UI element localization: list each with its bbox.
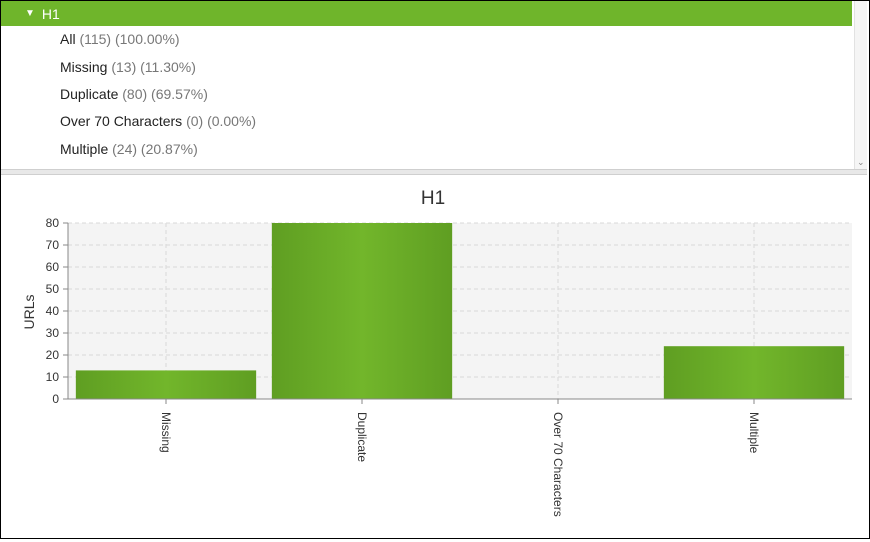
tree-item-label: All <box>60 31 76 47</box>
tree-item-label: Missing <box>60 59 108 75</box>
tree-item-label: Over 70 Characters <box>60 113 183 129</box>
bar-multiple <box>663 346 845 399</box>
y-tick-label: 10 <box>46 370 60 384</box>
y-tick-label: 80 <box>46 216 60 230</box>
tree-item-label: Multiple <box>60 141 109 157</box>
x-tick-label: Multiple <box>747 412 761 454</box>
tree-item-count: (13) (11.30%) <box>111 59 196 75</box>
x-tick-label: Duplicate <box>355 412 369 462</box>
tree-header-label: H1 <box>41 5 60 22</box>
chart-title: H1 <box>421 188 445 209</box>
y-tick-label: 60 <box>46 260 60 274</box>
chart-panel: H1 URLs 0 10 20 30 40 50 60 70 80 Missing Duplicat… <box>1 175 867 537</box>
tree-item-count: (0) (0.00%) <box>186 113 257 129</box>
bar-chart: H1 URLs 0 10 20 30 40 50 60 70 80 Missing Duplicat… <box>21 188 852 517</box>
tree-item-count: (115) (100.00%) <box>79 31 180 47</box>
tree-item-multiple[interactable]: Multiple (24) (20.87%) <box>60 141 198 157</box>
bar-missing <box>75 370 257 399</box>
tree-item-label: Duplicate <box>60 86 119 102</box>
bar-duplicate <box>271 223 453 399</box>
expand-caret-icon[interactable]: ▼ <box>25 8 35 19</box>
scroll-down-icon[interactable]: ⌄ <box>857 157 865 167</box>
tree-item-count: (24) (20.87%) <box>112 141 198 157</box>
panel-splitter[interactable] <box>1 169 867 175</box>
x-tick-label: Missing <box>159 412 173 453</box>
y-tick-label: 40 <box>46 304 60 318</box>
tree-panel: ▼ H1 All (115) (100.00%) Missing (13) (1… <box>1 1 867 169</box>
vertical-scrollbar[interactable]: ⌄ <box>854 1 867 169</box>
tree-header-h1[interactable]: ▼ H1 <box>1 1 852 26</box>
y-tick-label: 70 <box>46 238 60 252</box>
y-axis-label: URLs <box>21 294 37 329</box>
tree-item-over-70-characters[interactable]: Over 70 Characters (0) (0.00%) <box>60 113 256 129</box>
x-tick-label: Over 70 Characters <box>551 412 565 517</box>
tree-item-duplicate[interactable]: Duplicate (80) (69.57%) <box>60 86 208 102</box>
tree-item-count: (80) (69.57%) <box>122 86 208 102</box>
y-tick-label: 50 <box>46 282 60 296</box>
y-tick-label: 0 <box>52 392 59 406</box>
tree-item-all[interactable]: All (115) (100.00%) <box>60 31 180 47</box>
y-tick-label: 20 <box>46 348 60 362</box>
y-tick-label: 30 <box>46 326 60 340</box>
plot-area: 0 10 20 30 40 50 60 70 80 Missing Duplicate Over 70… <box>46 216 852 517</box>
tree-item-missing[interactable]: Missing (13) (11.30%) <box>60 59 196 75</box>
